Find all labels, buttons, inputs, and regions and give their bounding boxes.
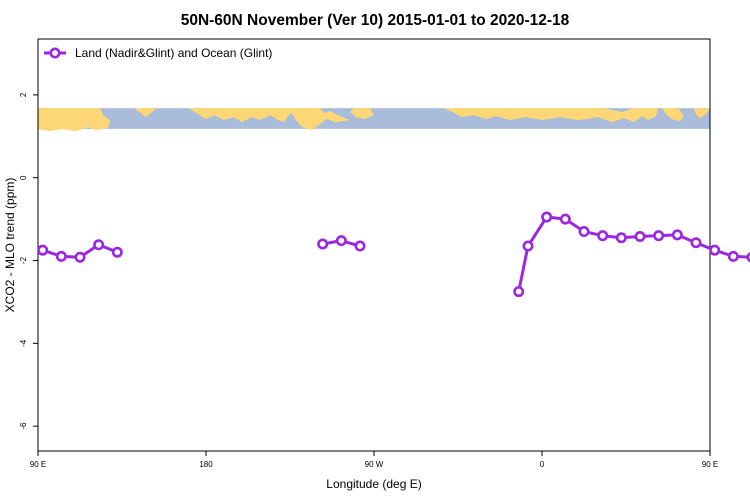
x-axis-label: Longitude (deg E)	[326, 477, 421, 491]
world-map-band	[38, 108, 710, 132]
map-land-kamchatka-east	[694, 108, 710, 119]
map-land-asia-east	[662, 108, 684, 122]
map-land-hudson-east	[350, 108, 374, 120]
x-tick-label: 0	[540, 460, 545, 469]
data-point	[317, 238, 329, 250]
data-point	[354, 240, 366, 252]
y-axis: 2 0 -2 -4 -6	[19, 92, 38, 430]
data-point	[671, 229, 683, 241]
y-axis-label: XCO2 - MLO trend (ppm)	[3, 178, 17, 313]
data-point	[93, 239, 105, 251]
data-point	[709, 244, 721, 256]
data-point	[690, 237, 702, 249]
x-tick-label: 90 E	[702, 460, 718, 469]
data-point	[578, 226, 590, 238]
x-tick-label: 90 W	[365, 460, 384, 469]
y-tick-label: -6	[19, 422, 28, 430]
data-point	[111, 246, 123, 258]
x-tick-label: 180	[199, 460, 213, 469]
data-point	[634, 231, 646, 243]
data-point	[746, 252, 750, 263]
data-point	[37, 244, 49, 256]
map-land-alaska	[188, 108, 292, 123]
data-point	[522, 240, 534, 252]
data-point	[55, 250, 67, 262]
y-tick-label: 0	[19, 175, 28, 180]
series-layer	[37, 211, 750, 298]
map-landmass	[38, 108, 710, 132]
data-point	[513, 286, 525, 298]
plot-frame	[37, 38, 711, 452]
map-land-europe	[443, 108, 658, 123]
legend: Land (Nadir&Glint) and Ocean (Glint)	[44, 46, 272, 60]
data-point	[335, 235, 347, 247]
map-land-asia-west	[38, 108, 110, 132]
map-land-canada	[288, 108, 350, 131]
data-point	[615, 232, 627, 244]
x-axis: 90 E 180 90 W 0 90 E	[30, 451, 718, 469]
legend-marker	[49, 47, 61, 59]
y-tick-label: -4	[19, 339, 28, 347]
legend-entry: Land (Nadir&Glint) and Ocean (Glint)	[75, 46, 272, 60]
series-line-segment	[517, 215, 750, 292]
data-point	[727, 250, 739, 262]
data-point	[597, 230, 609, 242]
data-point	[541, 211, 553, 223]
map-land-kamchatka	[134, 108, 156, 118]
chart-title: 50N-60N November (Ver 10) 2015-01-01 to …	[181, 12, 570, 29]
data-point	[74, 251, 86, 263]
x-tick-label: 90 E	[30, 460, 46, 469]
y-tick-label: 2	[19, 92, 28, 97]
data-point	[653, 230, 665, 242]
y-tick-label: -2	[19, 256, 28, 264]
data-point	[559, 213, 571, 225]
